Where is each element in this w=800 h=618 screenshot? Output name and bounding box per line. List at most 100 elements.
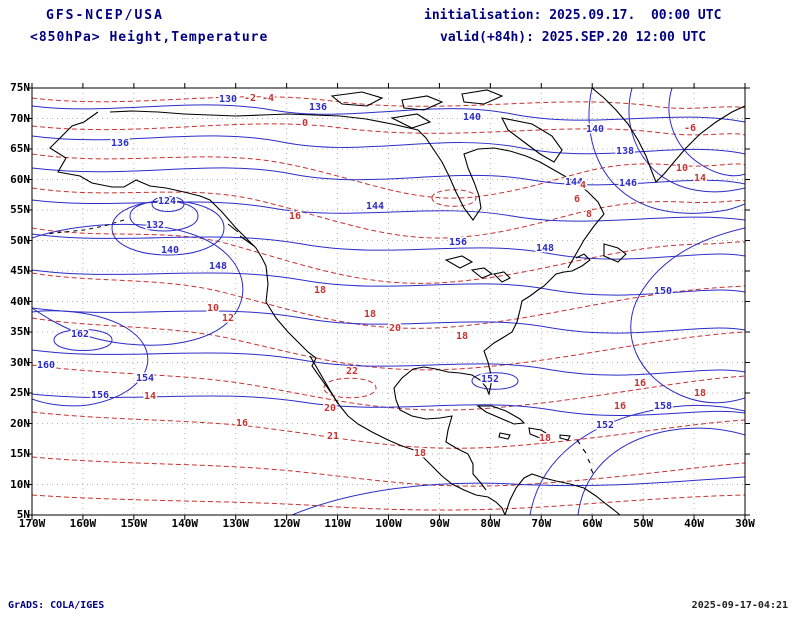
coastline-aleutians xyxy=(45,219,125,235)
lon-tick-label: 110W xyxy=(324,517,351,530)
temp-contour-label: 18 xyxy=(314,285,326,296)
height-contour xyxy=(577,427,745,515)
height-contour xyxy=(32,269,745,296)
height-contour-label: 150 xyxy=(654,286,672,297)
temperature-labels-layer: -2 -40 -6468101416181012141620212220181818… xyxy=(142,92,707,461)
height-contour xyxy=(32,349,745,376)
lon-tick-label: 90W xyxy=(429,517,450,530)
temp-contour xyxy=(32,227,745,284)
height-contour xyxy=(32,393,745,416)
grid-layer xyxy=(32,88,745,515)
temp-contour xyxy=(32,411,745,449)
temperature-contours-layer xyxy=(32,96,745,511)
lat-tick-label: 40N xyxy=(10,294,30,308)
map-frame xyxy=(31,87,746,516)
height-contour-label: 158 xyxy=(654,401,672,412)
coastline-arctic-islands xyxy=(330,89,563,163)
temp-contour-label: -4 xyxy=(262,93,274,104)
lon-tick-label: 80W xyxy=(480,517,501,530)
temp-contour-label: -6 xyxy=(684,123,696,134)
temp-contour-label: 20 xyxy=(324,403,336,414)
height-contour-label: 156 xyxy=(449,237,467,248)
temp-contour-label: 18 xyxy=(456,331,468,342)
lon-tick-label: 70W xyxy=(531,517,552,530)
coastline-nova-scotia xyxy=(571,253,591,272)
temp-contour-label: 10 xyxy=(676,163,688,174)
height-contour xyxy=(291,476,745,515)
lat-tick-label: 55N xyxy=(10,203,30,216)
height-contour-label: 152 xyxy=(596,420,614,431)
height-contour xyxy=(32,307,745,334)
temp-contour-label: 16 xyxy=(614,401,626,412)
height-labels-layer: 1301361401401381361241321401481441561481… xyxy=(35,93,673,433)
coastline-east-coast xyxy=(412,270,573,396)
height-contour-label: 140 xyxy=(463,112,481,123)
coastline-north-america-west xyxy=(49,111,506,515)
height-contour-label: 132 xyxy=(146,220,164,231)
temp-contour xyxy=(32,494,745,511)
coastline-south-america xyxy=(504,473,621,515)
lon-tick-label: 100W xyxy=(375,517,402,530)
coastline-cuba xyxy=(476,405,526,425)
lat-tick-label: 15N xyxy=(10,447,30,460)
lat-tick-label: 45N xyxy=(10,264,30,277)
temp-contour-label: 6 xyxy=(574,194,580,205)
height-contours-layer xyxy=(32,88,745,515)
coastline-newfoundland xyxy=(603,243,627,263)
lat-tick-label: 35N xyxy=(10,325,30,338)
height-contour xyxy=(588,88,745,214)
model-title: GFS-NCEP/USA xyxy=(46,8,164,23)
temp-contour xyxy=(431,189,477,207)
height-contour xyxy=(32,233,745,260)
height-contour-label: 140 xyxy=(161,245,179,256)
lon-tick-label: 40W xyxy=(684,517,704,530)
height-contour xyxy=(668,88,745,177)
height-contour-label: 138 xyxy=(616,146,634,157)
height-contour-label: 140 xyxy=(586,124,604,135)
height-contour-label: 146 xyxy=(619,178,637,189)
lat-tick-label: 25N xyxy=(10,386,30,399)
lon-tick-label: 150W xyxy=(120,517,148,530)
coastline-baja xyxy=(309,355,339,405)
lat-tick-label: 30N xyxy=(10,355,30,369)
lon-tick-label: 130W xyxy=(222,517,249,530)
height-contour xyxy=(32,223,244,346)
temp-contour xyxy=(32,153,745,199)
temp-contour-label: 16 xyxy=(289,211,301,222)
height-contour xyxy=(32,104,745,123)
lon-tick-label: 50W xyxy=(633,517,654,530)
temp-contour xyxy=(32,456,745,487)
height-contour-label: 136 xyxy=(309,102,327,113)
height-contour-label: 148 xyxy=(536,243,554,254)
map-canvas: 1301361401401381361241321401481441561481… xyxy=(27,83,750,520)
height-contour-label: 156 xyxy=(91,390,109,401)
temp-contour xyxy=(32,272,745,329)
temp-contour-label: 16 xyxy=(634,378,646,389)
temp-contour-label: 20 xyxy=(389,323,401,334)
temp-contour xyxy=(32,123,745,136)
coastline-hudson-arctic xyxy=(109,110,569,221)
grads-credit: GrADS: COLA/IGES xyxy=(8,600,105,611)
height-contour-label: 154 xyxy=(136,373,154,384)
tick-marks-layer xyxy=(27,83,750,520)
height-contour xyxy=(630,227,745,404)
lon-tick-label: 160W xyxy=(69,517,97,530)
temp-contour-label: 18 xyxy=(539,433,551,444)
height-contour-label: 124 xyxy=(158,196,176,207)
lat-tick-label: 70N xyxy=(10,111,30,125)
lon-tick-label: 140W xyxy=(171,517,199,530)
temp-contour-label: 12 xyxy=(222,313,234,324)
temp-contour-label: 4 xyxy=(580,180,586,191)
lat-tick-label: 60N xyxy=(10,172,30,186)
temp-contour-label: 21 xyxy=(327,431,339,442)
lat-tick-label: 75N xyxy=(10,81,30,94)
height-contour-label: 162 xyxy=(71,329,89,340)
lon-tick-label: 30W xyxy=(735,517,755,530)
coastline-labrador xyxy=(567,177,605,269)
height-contour-label: 144 xyxy=(366,201,384,212)
height-contour-label: 152 xyxy=(481,374,499,385)
coastline-lesser-antilles xyxy=(576,439,594,474)
lat-tick-label: 65N xyxy=(10,142,30,155)
temp-contour-label: 22 xyxy=(346,366,358,377)
